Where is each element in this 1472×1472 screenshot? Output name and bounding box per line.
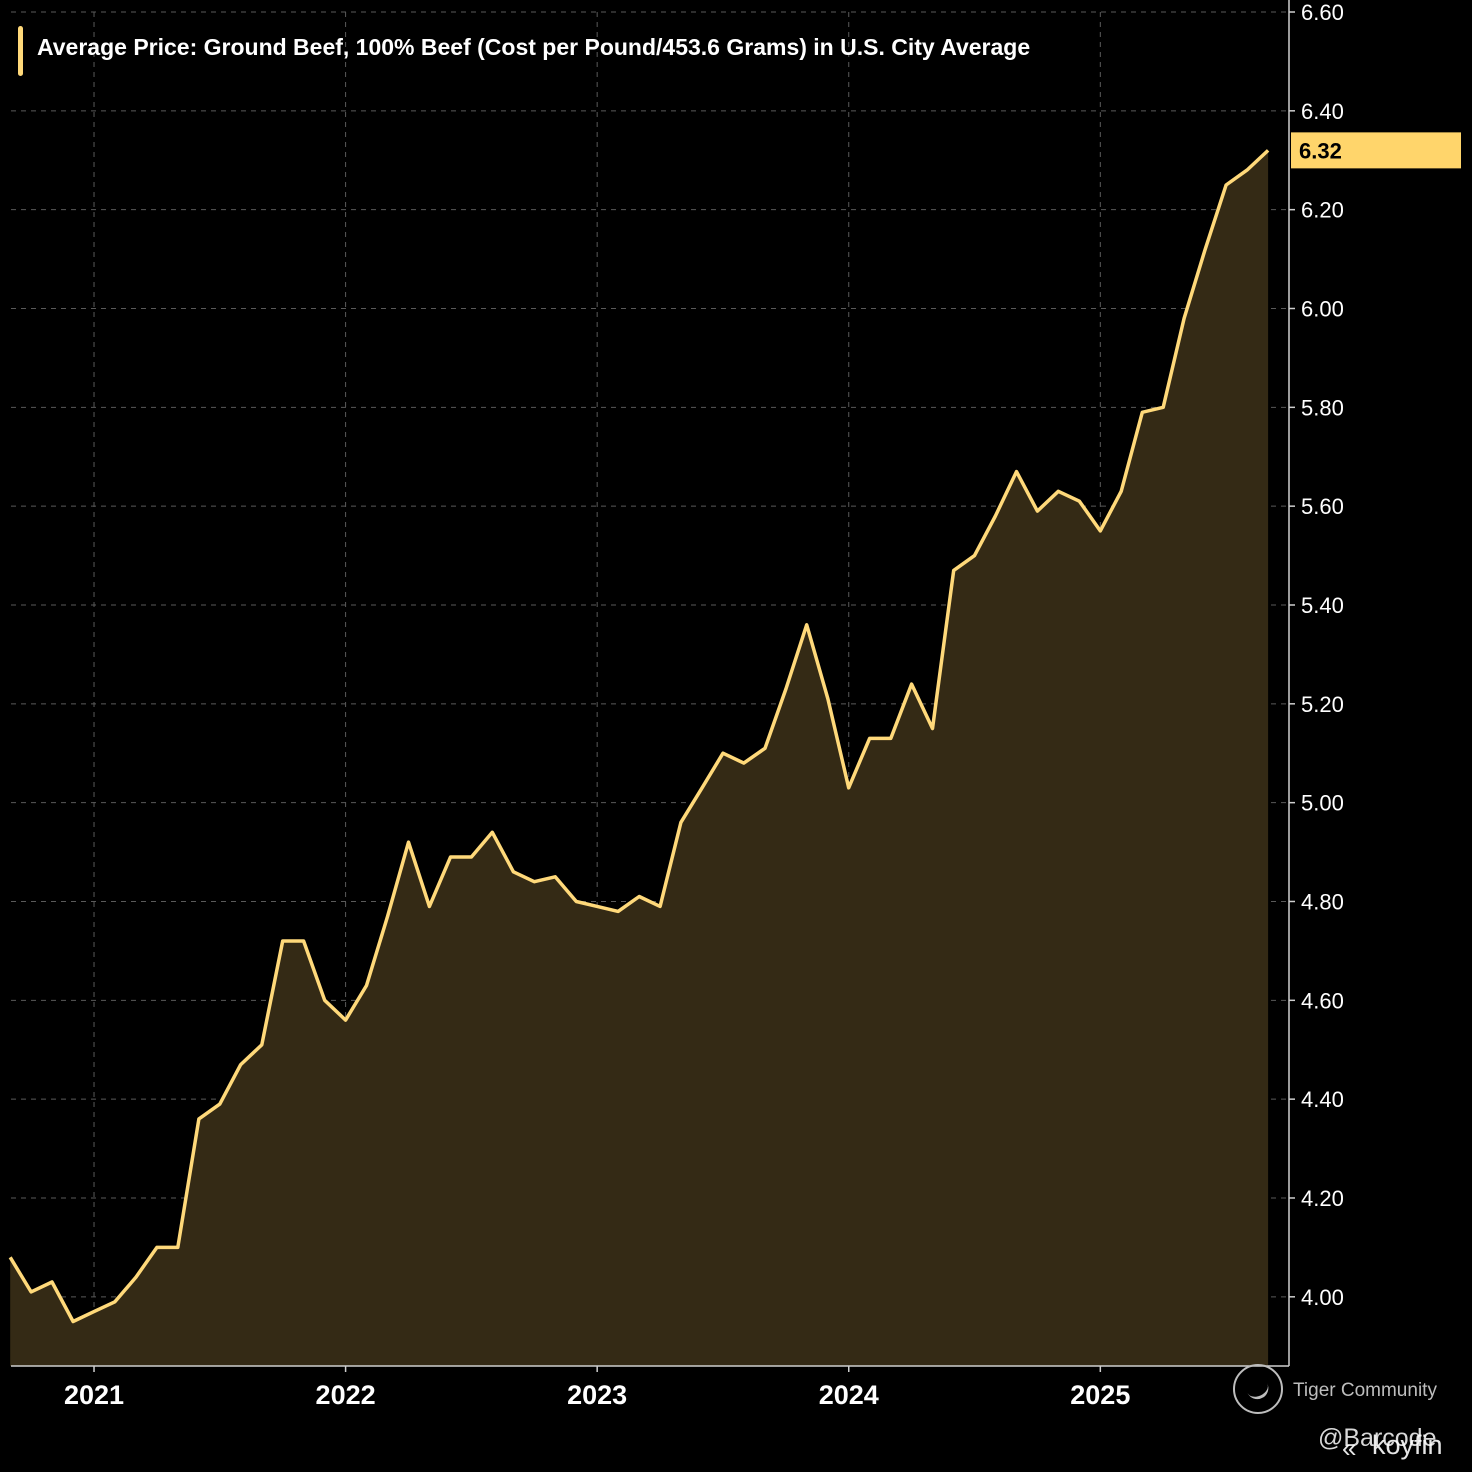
legend-color-bar xyxy=(18,26,23,76)
last-value-label: 6.32 xyxy=(1299,138,1342,163)
x-tick-label: 2023 xyxy=(567,1380,627,1410)
x-tick-label: 2025 xyxy=(1070,1380,1130,1410)
y-tick-label: 5.40 xyxy=(1301,593,1344,618)
tiger-community-watermark: Tiger Community xyxy=(1233,1364,1453,1416)
y-tick-label: 4.80 xyxy=(1301,889,1344,914)
y-tick-label: 6.00 xyxy=(1301,296,1344,321)
y-tick-label: 4.00 xyxy=(1301,1285,1344,1310)
y-axis-ticks: 4.00 4.20 4.40 4.60 4.80 5.00 5.20 5.40 5.60 5.80… xyxy=(1289,0,1344,1310)
y-tick-label: 6.20 xyxy=(1301,198,1344,223)
tiger-logo-icon xyxy=(1233,1364,1283,1414)
y-tick-label: 6.60 xyxy=(1301,0,1344,25)
y-tick-label: 4.20 xyxy=(1301,1186,1344,1211)
last-value-badge-bg xyxy=(1291,132,1461,169)
author-handle: @Barcode xyxy=(1318,1424,1437,1452)
koyfin-logo-icon: « xyxy=(1342,1433,1357,1463)
y-tick-label: 4.60 xyxy=(1301,988,1344,1013)
chart-title: Average Price: Ground Beef, 100% Beef (C… xyxy=(37,34,1031,60)
x-tick-label: 2022 xyxy=(316,1380,376,1410)
last-value-badge: 6.32 xyxy=(1291,132,1461,169)
y-tick-label: 5.20 xyxy=(1301,692,1344,717)
koyfin-brand: koyfin xyxy=(1372,1430,1443,1460)
y-tick-label: 5.00 xyxy=(1301,791,1344,816)
x-tick-label: 2024 xyxy=(819,1380,879,1410)
x-axis-ticks: 2021 2022 2023 2024 2025 xyxy=(64,1366,1130,1410)
watermark-text: Tiger Community xyxy=(1293,1380,1437,1401)
y-tick-label: 5.80 xyxy=(1301,395,1344,420)
y-tick-label: 4.40 xyxy=(1301,1087,1344,1112)
x-tick-label: 2021 xyxy=(64,1380,124,1410)
series-line xyxy=(8,149,1270,1324)
y-tick-label: 6.40 xyxy=(1301,99,1344,124)
series-area-fill xyxy=(10,150,1269,1366)
y-tick-label: 5.60 xyxy=(1301,494,1344,519)
